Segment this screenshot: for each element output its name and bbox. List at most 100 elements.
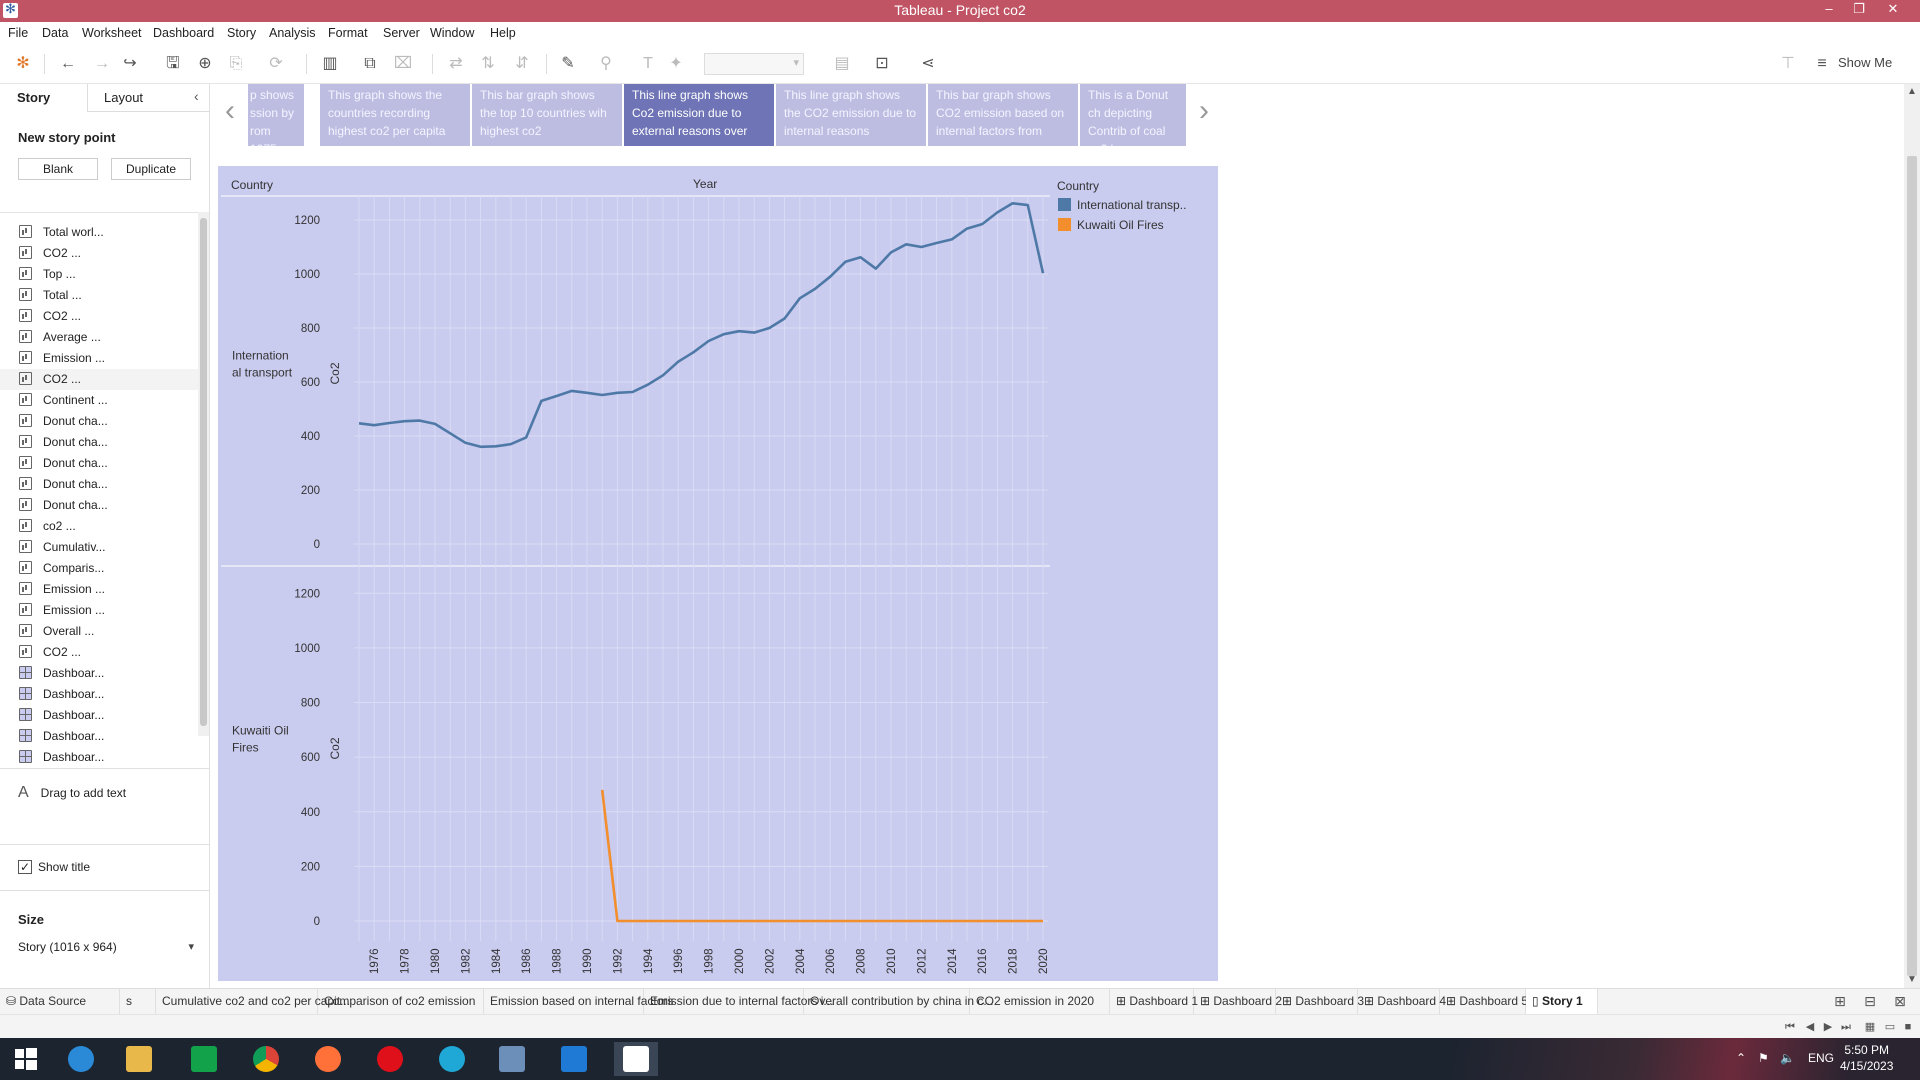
line-chart[interactable]: Country Year 0 200 400 600 800 1000 1200 Co2 Inter… <box>218 166 1218 981</box>
tab-story[interactable]: Story <box>17 90 51 105</box>
sheet-list-item[interactable]: Total worl... <box>0 222 198 243</box>
sheet-list-item[interactable]: Average ... <box>0 327 198 348</box>
menu-data[interactable]: Data <box>42 26 69 40</box>
story-point-4[interactable]: This line graph shows the CO2 emission d… <box>776 84 926 146</box>
last-sheet-icon[interactable]: ⏭ <box>1841 1021 1851 1033</box>
share-icon[interactable]: ⋖ <box>921 55 935 72</box>
sheet-list-item[interactable]: Dashboar... <box>0 684 198 705</box>
sheet-tab[interactable]: Overall contribution by china in c... <box>804 989 993 1014</box>
story-point-1[interactable]: This graph shows the countries recording… <box>320 84 470 146</box>
tray-overflow-icon[interactable]: ⌃ <box>1736 1051 1747 1065</box>
drag-to-add-text[interactable]: A Drag to add text <box>18 784 126 802</box>
tab-layout[interactable]: Layout <box>104 90 144 105</box>
sheet-list-item[interactable]: Dashboar... <box>0 726 198 747</box>
sheet-list-item[interactable]: co2 ... <box>0 516 198 537</box>
sheet-list-scrollbar[interactable] <box>198 212 209 736</box>
sheet-tab[interactable]: ⊞ Dashboard 5 <box>1440 989 1528 1014</box>
redo-icon[interactable]: → <box>94 55 110 72</box>
sheet-list-item[interactable]: Donut cha... <box>0 474 198 495</box>
menu-help[interactable]: Help <box>490 26 516 40</box>
internet-explorer-icon[interactable] <box>59 1042 103 1076</box>
highlight-icon[interactable]: ✎ <box>561 55 575 72</box>
sheet-list-item[interactable]: Comparis... <box>0 558 198 579</box>
save-icon[interactable]: 🖫 <box>166 55 180 72</box>
sheet-tab[interactable]: ⊞ Dashboard 4 <box>1358 989 1446 1014</box>
sheet-tab[interactable]: Comparison of co2 emission <box>318 989 484 1014</box>
duplicate-button[interactable]: Duplicate <box>111 158 191 180</box>
sheet-tab[interactable]: ⛁ Data Source <box>0 989 120 1014</box>
story-point-6[interactable]: This is a Donut ch depicting Contrib of … <box>1080 84 1186 146</box>
story-point-0[interactable]: p shows ssion by rom 1975 <box>248 84 304 146</box>
scroll-down-arrow[interactable]: ▼ <box>1907 974 1917 985</box>
story-point-3-active[interactable]: This line graph shows Co2 emission due t… <box>624 84 774 146</box>
next-story-point-arrow[interactable]: › <box>1199 94 1209 127</box>
undo-icon[interactable]: ← <box>60 55 76 72</box>
sheet-list-item[interactable]: Emission ... <box>0 600 198 621</box>
new-worksheet-icon[interactable]: ▥ <box>322 55 338 72</box>
tabs-view-icon[interactable]: ▭ <box>1884 1021 1896 1033</box>
labels-icon[interactable]: T <box>643 55 653 72</box>
tableau-logo-icon[interactable]: ✻ <box>16 55 30 72</box>
chrome-icon[interactable] <box>244 1042 288 1076</box>
first-sheet-icon[interactable]: ⏮ <box>1785 1021 1795 1033</box>
opera-icon[interactable] <box>368 1042 412 1076</box>
sheet-list-item[interactable]: Emission ... <box>0 579 198 600</box>
sheet-list-item[interactable]: Emission ... <box>0 348 198 369</box>
start-button[interactable] <box>3 1042 47 1076</box>
new-dashboard-tab-icon[interactable]: ⊟ <box>1864 993 1876 1009</box>
menu-dashboard[interactable]: Dashboard <box>153 26 215 40</box>
sheet-tab[interactable]: ⊞ Dashboard 3 <box>1276 989 1364 1014</box>
sheet-list-item[interactable]: Donut cha... <box>0 432 198 453</box>
scroll-up-arrow[interactable]: ▲ <box>1907 86 1917 97</box>
sheet-list-item[interactable]: CO2 ... <box>0 369 198 390</box>
sheet-tab[interactable]: ▯ Story 1 <box>1526 989 1598 1014</box>
sheet-tab[interactable]: CO2 emission in 2020 <box>970 989 1110 1014</box>
sheet-list-item[interactable]: Donut cha... <box>0 411 198 432</box>
menu-file[interactable]: File <box>8 26 29 40</box>
sheet-list-item[interactable]: CO2 ... <box>0 243 198 264</box>
clear-sheet-icon[interactable]: ⌧ <box>393 55 413 72</box>
show-cards-icon[interactable]: ▤ <box>834 55 850 72</box>
refresh-icon[interactable]: ⟳ <box>269 55 283 72</box>
sort-ascending-icon[interactable]: ⇅ <box>481 55 495 72</box>
action-center-flag-icon[interactable]: ⚑ <box>1758 1051 1769 1065</box>
menu-worksheet[interactable]: Worksheet <box>82 26 142 40</box>
language-indicator[interactable]: ENG <box>1808 1051 1835 1065</box>
menu-analysis[interactable]: Analysis <box>269 26 316 40</box>
menu-format[interactable]: Format <box>328 26 368 40</box>
firefox-icon[interactable] <box>306 1042 350 1076</box>
menu-window[interactable]: Window <box>430 26 475 40</box>
swap-icon[interactable]: ⇄ <box>449 55 463 72</box>
sheet-list-item[interactable]: Continent ... <box>0 390 198 411</box>
next-sheet-icon[interactable]: ▶ <box>1823 1021 1833 1033</box>
sheet-list-item[interactable]: Cumulativ... <box>0 537 198 558</box>
sheet-list-item[interactable]: Dashboar... <box>0 705 198 726</box>
sheet-list-item[interactable]: Top ... <box>0 264 198 285</box>
sheet-tab[interactable]: s <box>120 989 156 1014</box>
show-title-checkbox[interactable]: ✓ <box>18 860 32 874</box>
story-point-2[interactable]: This bar graph shows the top 10 countrie… <box>472 84 622 146</box>
blank-button[interactable]: Blank <box>18 158 98 180</box>
sheet-tab[interactable]: Cumulative co2 and co2 per capit... <box>156 989 350 1014</box>
new-story-tab-icon[interactable]: ⊠ <box>1894 993 1906 1009</box>
new-worksheet-tab-icon[interactable]: ⊞ <box>1834 993 1846 1009</box>
size-dropdown[interactable]: Story (1016 x 964) <box>18 940 196 958</box>
sheet-list-item[interactable]: Donut cha... <box>0 453 198 474</box>
show-me-icon[interactable]: ≡ <box>1817 55 1827 72</box>
sheet-tab[interactable]: Emission based on internal factors <box>484 989 673 1014</box>
sheet-list-item[interactable]: CO2 ... <box>0 306 198 327</box>
pause-updates-icon[interactable]: ⎘ <box>229 55 243 72</box>
group-icon[interactable]: ⚲ <box>600 55 612 72</box>
fit-dropdown[interactable] <box>704 53 804 75</box>
system-clock[interactable]: 5:50 PM 4/15/2023 <box>1840 1042 1893 1074</box>
close-button[interactable]: ✕ <box>1887 1 1899 16</box>
sheet-tab[interactable]: ⊞ Dashboard 2 <box>1194 989 1282 1014</box>
collapse-panel-icon[interactable]: ‹ <box>194 88 199 104</box>
vscode-icon[interactable] <box>552 1042 596 1076</box>
microsoft-store-icon[interactable] <box>182 1042 226 1076</box>
pin-icon[interactable]: ✦ <box>669 55 683 72</box>
sheet-list-item[interactable]: Donut cha... <box>0 495 198 516</box>
sorter-view-icon[interactable]: ■ <box>1904 1021 1912 1033</box>
sheet-list-item[interactable]: Dashboar... <box>0 747 198 768</box>
sheet-list-item[interactable]: Total ... <box>0 285 198 306</box>
